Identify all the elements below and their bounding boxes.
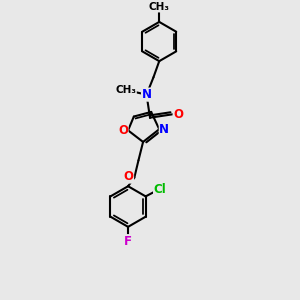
Text: Cl: Cl (154, 183, 166, 196)
Text: N: N (142, 88, 152, 101)
Text: CH₃: CH₃ (149, 2, 170, 12)
Text: CH₃: CH₃ (115, 85, 136, 95)
Text: O: O (124, 170, 134, 183)
Text: O: O (118, 124, 128, 137)
Text: N: N (159, 123, 169, 136)
Text: O: O (173, 108, 183, 121)
Text: F: F (124, 235, 132, 248)
